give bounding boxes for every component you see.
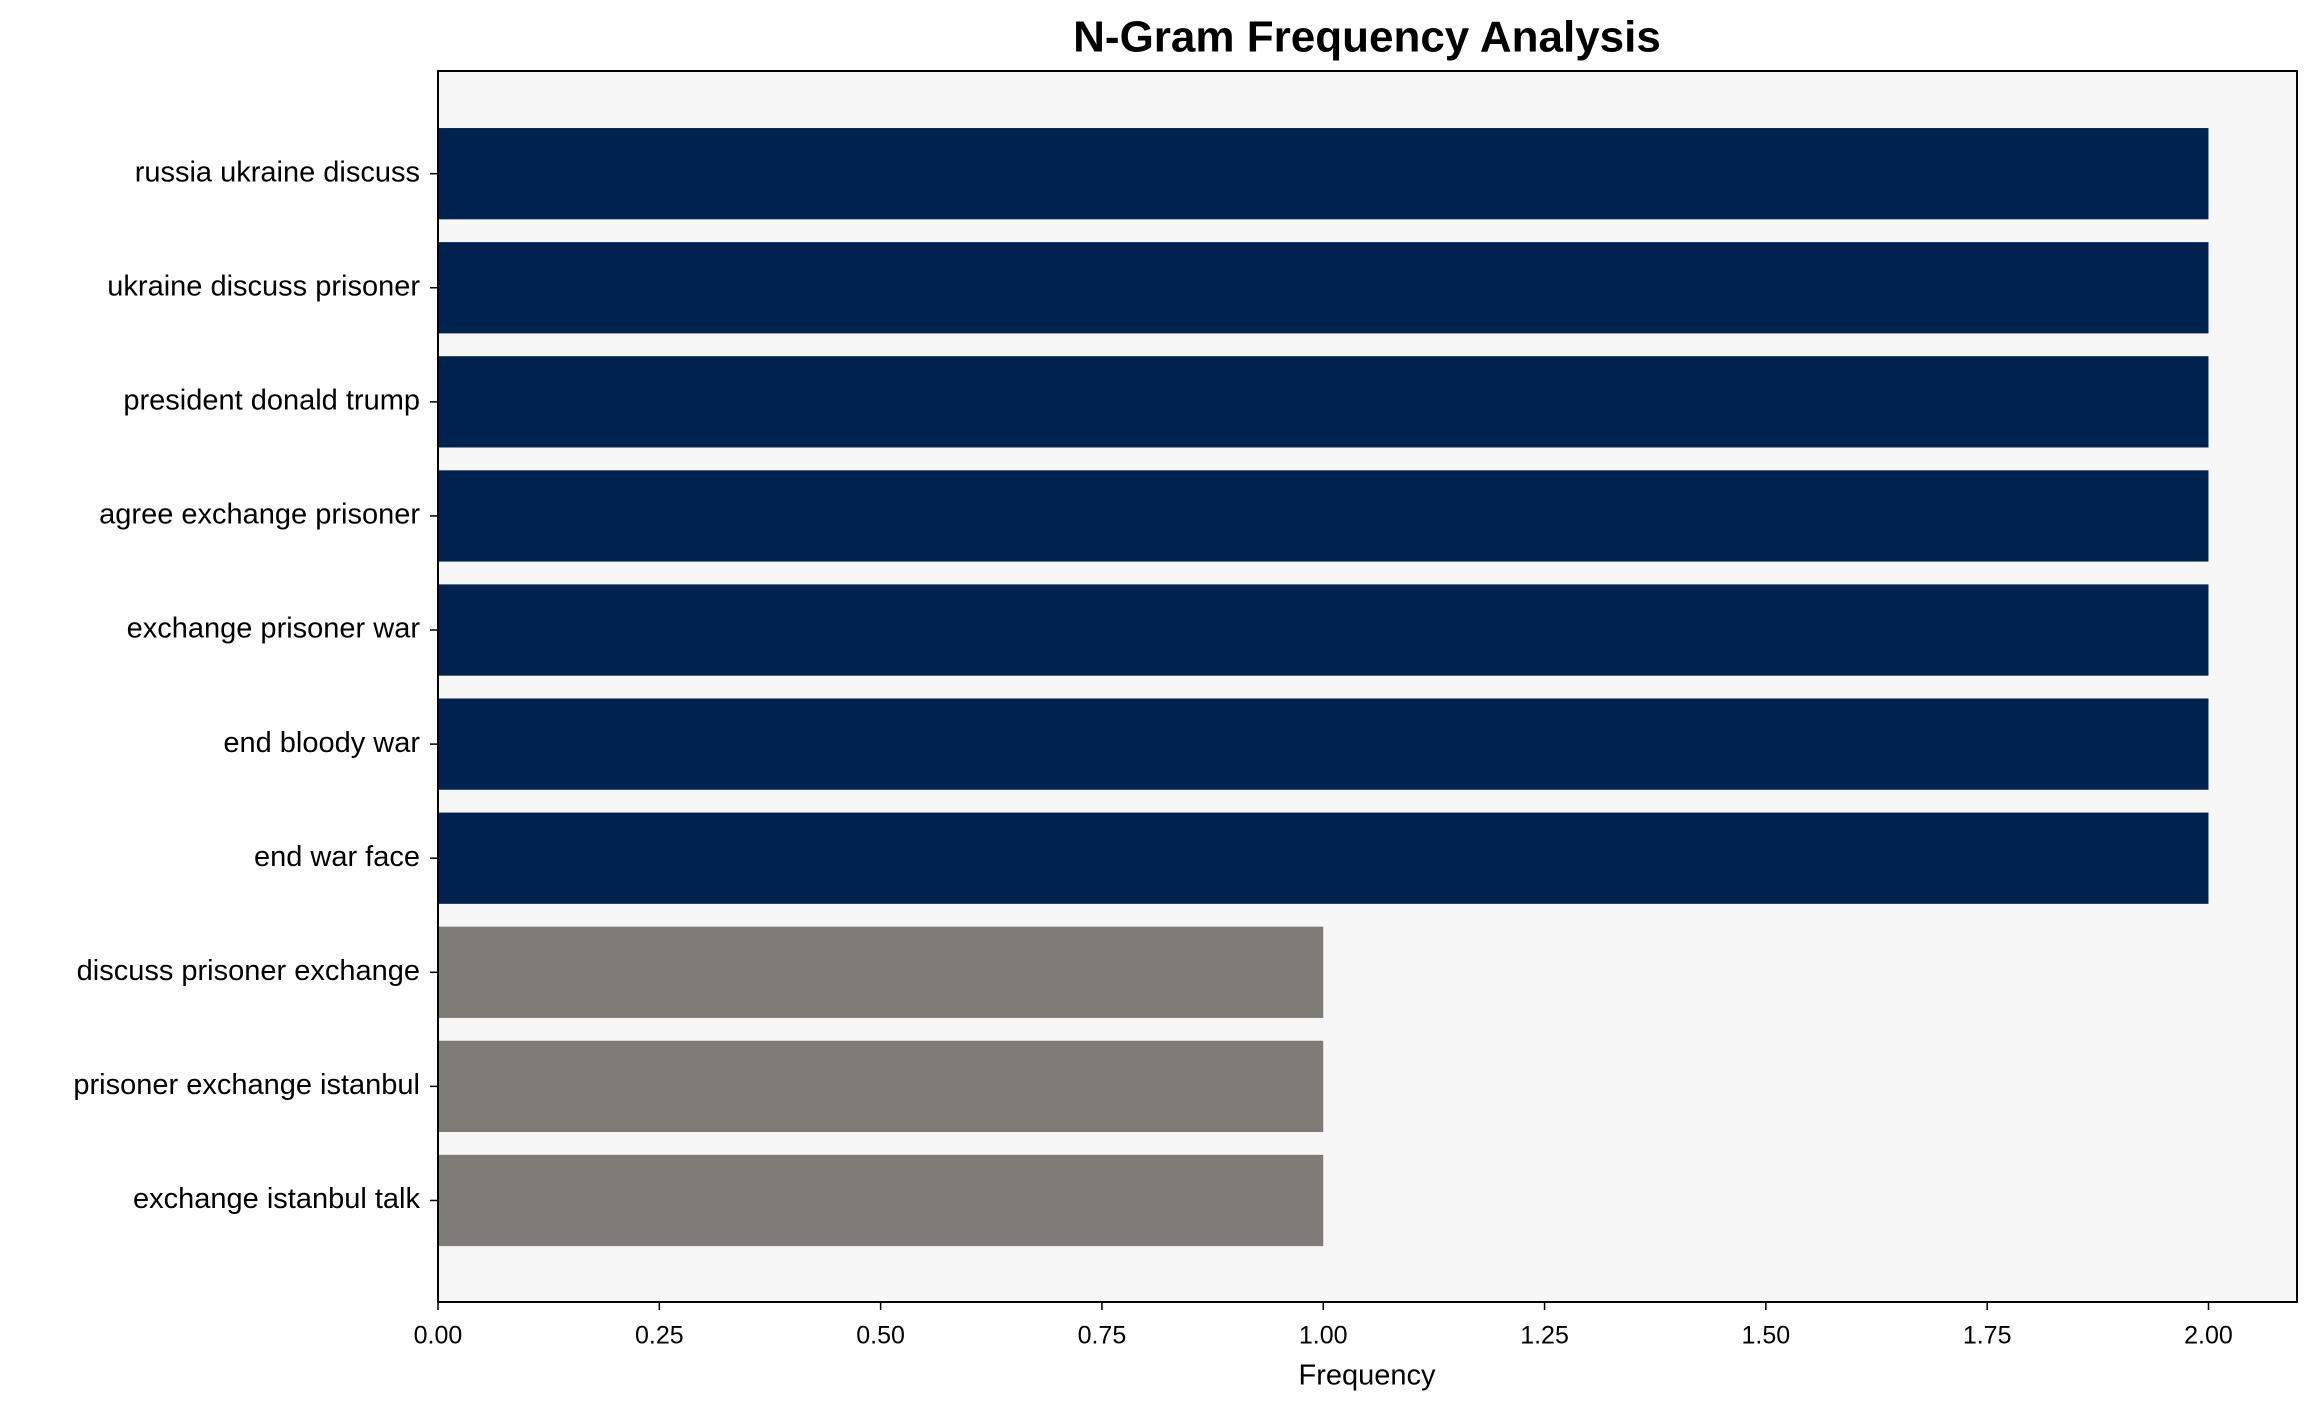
x-tick-label: 1.00 bbox=[1299, 1322, 1348, 1350]
bar bbox=[438, 1154, 1324, 1247]
y-tick-label: agree exchange prisoner bbox=[99, 499, 420, 531]
y-tick-label: president donald trump bbox=[123, 385, 420, 417]
chart-title: N-Gram Frequency Analysis bbox=[1073, 13, 1661, 62]
plot-frame bbox=[437, 70, 2298, 1303]
y-tick-label: discuss prisoner exchange bbox=[77, 955, 420, 987]
y-tick-label: russia ukraine discuss bbox=[135, 156, 420, 188]
bar bbox=[438, 926, 1324, 1018]
bar bbox=[438, 128, 2209, 220]
y-tick-label: end war face bbox=[254, 841, 420, 873]
x-axis-label: Frequency bbox=[1298, 1360, 1436, 1392]
bar bbox=[438, 584, 2209, 676]
x-tick-label: 0.00 bbox=[414, 1322, 463, 1350]
x-tick-label: 2.00 bbox=[2184, 1322, 2233, 1350]
bar bbox=[438, 242, 2209, 334]
bar bbox=[438, 356, 2209, 448]
bar bbox=[438, 698, 2209, 790]
y-tick-label: exchange prisoner war bbox=[127, 613, 421, 645]
x-tick-label: 0.25 bbox=[635, 1322, 684, 1350]
x-tick-label: 1.75 bbox=[1963, 1322, 2012, 1350]
x-tick-label: 0.50 bbox=[856, 1322, 905, 1350]
y-tick-label: exchange istanbul talk bbox=[133, 1183, 420, 1215]
bar bbox=[438, 470, 2209, 562]
y-tick-label: prisoner exchange istanbul bbox=[73, 1069, 420, 1101]
x-tick-label: 1.50 bbox=[1742, 1322, 1791, 1350]
bar bbox=[438, 1040, 1324, 1133]
bar bbox=[438, 812, 2209, 904]
x-tick-label: 1.25 bbox=[1520, 1322, 1569, 1350]
x-tick-label: 0.75 bbox=[1078, 1322, 1127, 1350]
y-tick-label: ukraine discuss prisoner bbox=[107, 270, 420, 302]
y-tick-label: end bloody war bbox=[223, 727, 420, 759]
